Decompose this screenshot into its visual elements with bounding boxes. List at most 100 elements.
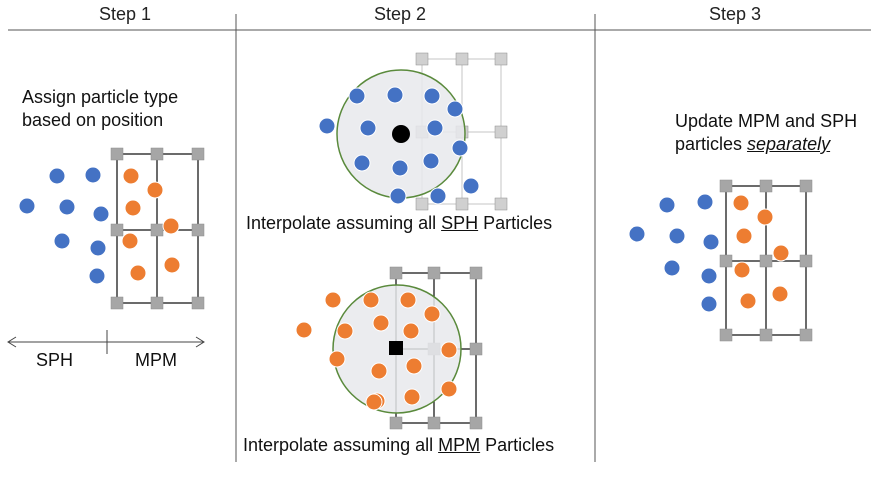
step-1-grid-node [110,147,124,161]
mpm-particle [121,232,139,250]
mpm-particle [324,291,342,309]
mpm-particle [295,321,313,339]
step-1-caption-line-1: Assign particle type [22,87,179,107]
step-3-grid-node [799,328,813,342]
mpm-particle [402,322,420,340]
sph-particle [53,232,71,250]
sph-region-label: SPH [36,350,74,370]
mpm-particle [399,291,417,309]
sph-particle [700,267,718,285]
sph-interpolation-caption: Interpolate assuming all SPH Particles [246,212,552,235]
mpm-particle [772,244,790,262]
mpm-region-label: MPM [135,350,177,370]
step-3-header: Step 3 [708,4,762,24]
mpm-particle [162,217,180,235]
mpm-particle [733,261,751,279]
mpm-particle [756,208,774,226]
sph-particle [58,198,76,216]
step-3-caption-emphasis: separately [747,134,831,154]
sph-particle [422,152,440,170]
interpolation-point [389,341,403,355]
step-3-grid-node [759,254,773,268]
sph-particle [88,267,106,285]
step-3-grid-node [799,254,813,268]
sph-particle [462,177,480,195]
step-3-caption-pre: particles [675,134,748,154]
sph-particle [18,197,36,215]
mpm-particle [370,362,388,380]
step-1-grid [110,147,205,310]
mpm-particle [372,314,390,332]
mpm-particle [365,393,383,411]
step-2-top-grid-node [494,197,508,211]
sph-particle [348,87,366,105]
step-1-grid-node [110,223,124,237]
mpm-particle [771,285,789,303]
step-3-caption: Update MPM and SPH particles separately [675,110,865,156]
mpm-particle [405,357,423,375]
step-1-grid-node [191,223,205,237]
step-2-top-grid-node [455,52,469,66]
sph-caption-pre: Interpolate assuming all [246,213,442,233]
sph-particle [89,239,107,257]
step-2-top-grid-node [415,52,429,66]
sph-particle [318,117,336,135]
sph-particle [702,233,720,251]
mpm-particle [328,350,346,368]
step-2-top-grid-node [494,125,508,139]
step-2-header: Step 2 [373,4,427,24]
axis-right-arrowhead [195,336,205,348]
mpm-particle [423,305,441,323]
sph-particle [353,154,371,172]
sph-particle [446,100,464,118]
mpm-particle [732,194,750,212]
sph-caption-emphasis: SPH [441,213,479,233]
step-3-grid-node [799,179,813,193]
sph-particle [48,167,66,185]
mpm-caption-pre: Interpolate assuming all [243,435,439,455]
mpm-caption-emphasis: MPM [438,435,481,455]
step-2-top-grid-node [494,52,508,66]
step-1-grid-node [150,296,164,310]
step-3-grid-node [719,254,733,268]
mpm-particle [440,380,458,398]
step-1-header: Step 1 [98,4,152,24]
mpm-particle [362,291,380,309]
region-axis [7,330,205,354]
mpm-particle [146,181,164,199]
sph-particle [696,193,714,211]
step-1-grid-node [191,147,205,161]
step-2-bottom-grid-node [389,416,403,430]
step-1-grid-node [110,296,124,310]
step-3-grid-node [719,179,733,193]
sph-particle [391,159,409,177]
step-1-grid-node [191,296,205,310]
sph-particle [386,86,404,104]
sph-particle [451,139,469,157]
mpm-caption-post: Particles [480,435,555,455]
sph-particle [84,166,102,184]
step-2-top-grid-node [415,197,429,211]
step-3-caption-line-2: particles separately [675,133,865,156]
mpm-particle [403,388,421,406]
sph-particle [658,196,676,214]
mpm-particle [739,292,757,310]
step-2-bottom-grid-node [427,266,441,280]
step-2-bottom-grid-node [389,266,403,280]
sph-particle [663,259,681,277]
step-3-grid-node [719,328,733,342]
sph-particle [668,227,686,245]
step-3-caption-line-1: Update MPM and SPH [675,111,858,131]
sph-particle [426,119,444,137]
mpm-particle [129,264,147,282]
step-1-grid-node [150,223,164,237]
mpm-interpolation-caption: Interpolate assuming all MPM Particles [243,434,554,457]
step-2-bottom-grid-node [427,416,441,430]
mpm-particle [735,227,753,245]
mpm-particle [122,167,140,185]
sph-particle [628,225,646,243]
mpm-particle [440,341,458,359]
sph-particle [700,295,718,313]
step-1-grid-node [150,147,164,161]
